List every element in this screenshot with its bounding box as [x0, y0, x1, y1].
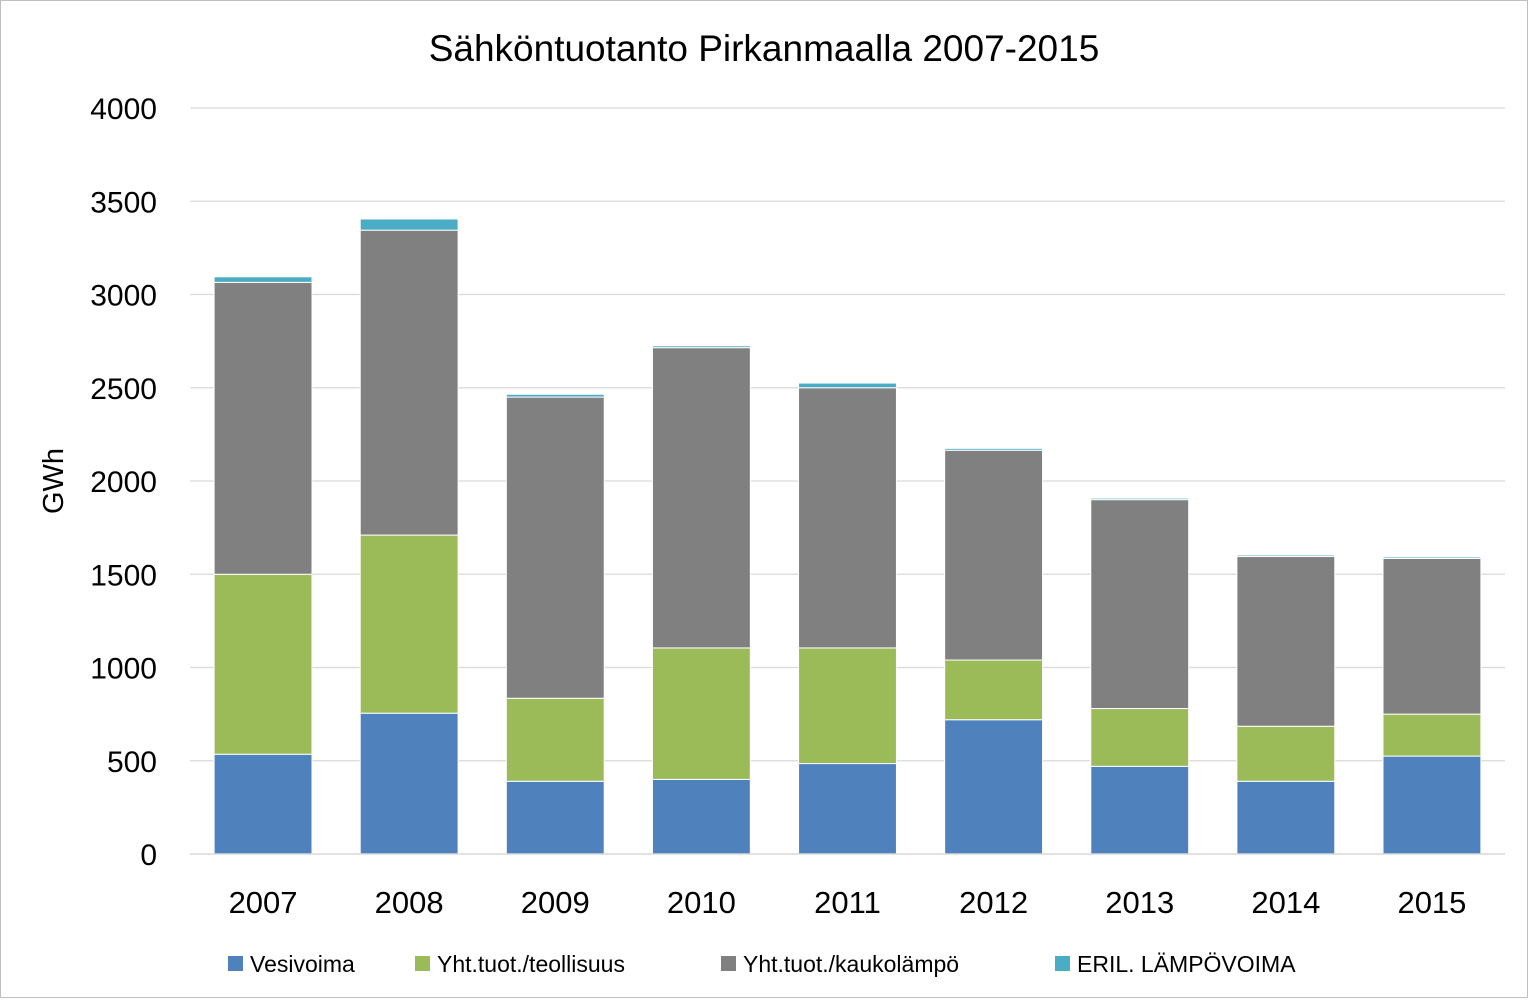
legend-swatch [415, 956, 430, 971]
x-tick-label: 2011 [814, 885, 881, 920]
x-tick-labels: 2007 2008 2009 2010 2011 2012 2013 2014 2015 [229, 885, 1467, 920]
bar-segment [359, 229, 459, 536]
bar-segment [651, 778, 751, 855]
y-tick-label: 3500 [90, 186, 157, 219]
bar-segment [213, 276, 313, 283]
y-tick-label: 0 [140, 839, 157, 872]
y-tick-label: 4000 [90, 93, 157, 126]
bar-segment [798, 382, 897, 389]
bar-segment [213, 281, 313, 575]
bar-segment [1090, 499, 1190, 710]
x-tick-label: 2014 [1251, 885, 1320, 920]
legend-swatch [1055, 956, 1070, 971]
bar-segment [1090, 708, 1190, 767]
bar-segment [944, 719, 1044, 855]
bar-segment [944, 449, 1044, 661]
x-tick-label: 2012 [959, 885, 1028, 920]
y-tick-label: 2500 [90, 373, 157, 406]
bar-segment [1382, 755, 1482, 855]
bar-segment [1382, 557, 1482, 715]
y-tick-label: 1500 [90, 559, 157, 592]
bar-segment [359, 218, 459, 231]
legend-label: Vesivoima [250, 951, 355, 977]
y-axis-label: GWh [38, 448, 70, 514]
bar-segment [505, 393, 605, 398]
bar-segment [944, 447, 1044, 451]
bar-segment [505, 780, 605, 855]
bar-segment [1090, 497, 1190, 501]
bar-segment [1236, 725, 1336, 782]
bar-segment [1382, 713, 1482, 757]
y-tick-label: 500 [107, 746, 157, 779]
x-tick-label: 2015 [1397, 885, 1466, 920]
bars [213, 218, 1482, 855]
legend: Vesivoima Yht.tuot./teollisuus Yht.tuot./k… [228, 951, 1296, 977]
x-tick-label: 2010 [667, 885, 736, 920]
bar-segment [505, 396, 605, 699]
chart-title: Sähköntuotanto Pirkanmaalla 2007-2015 [429, 28, 1100, 69]
bar-segment [213, 573, 313, 755]
bar-segment [1236, 556, 1336, 727]
y-tick-label: 3000 [90, 280, 157, 313]
bar-segment [359, 712, 459, 855]
legend-item: ERIL. LÄMPÖVOIMA [1055, 951, 1296, 977]
y-tick-label: 1000 [90, 653, 157, 686]
x-tick-label: 2009 [521, 885, 590, 920]
bar-segment [1090, 765, 1190, 855]
bar-segment [798, 647, 897, 765]
bar-segment [798, 387, 897, 649]
bar-segment [651, 345, 751, 349]
bar-segment [1236, 780, 1336, 855]
bar-segment [213, 753, 313, 855]
bar-segment [798, 763, 897, 855]
y-tick-label: 2000 [90, 466, 157, 499]
x-tick-label: 2008 [375, 885, 444, 920]
legend-item: Yht.tuot./kaukolämpö [721, 951, 959, 977]
bar-segment [944, 659, 1044, 721]
legend-swatch [228, 956, 243, 971]
legend-item: Yht.tuot./teollisuus [415, 951, 625, 977]
bar-segment [651, 647, 751, 780]
x-tick-label: 2007 [229, 885, 298, 920]
x-tick-label: 2013 [1105, 885, 1174, 920]
bar-segment [1382, 556, 1482, 559]
legend-item: Vesivoima [228, 951, 355, 977]
bar-segment [651, 347, 751, 649]
legend-label: Yht.tuot./kaukolämpö [743, 951, 959, 977]
legend-label: ERIL. LÄMPÖVOIMA [1077, 951, 1296, 977]
y-tick-labels: 0 500 1000 1500 2000 2500 3000 3500 4000 [90, 93, 157, 872]
bar-segment [1236, 554, 1336, 558]
bar-segment [359, 534, 459, 714]
legend-swatch [721, 956, 736, 971]
bar-segment [505, 697, 605, 782]
legend-label: Yht.tuot./teollisuus [437, 951, 625, 977]
